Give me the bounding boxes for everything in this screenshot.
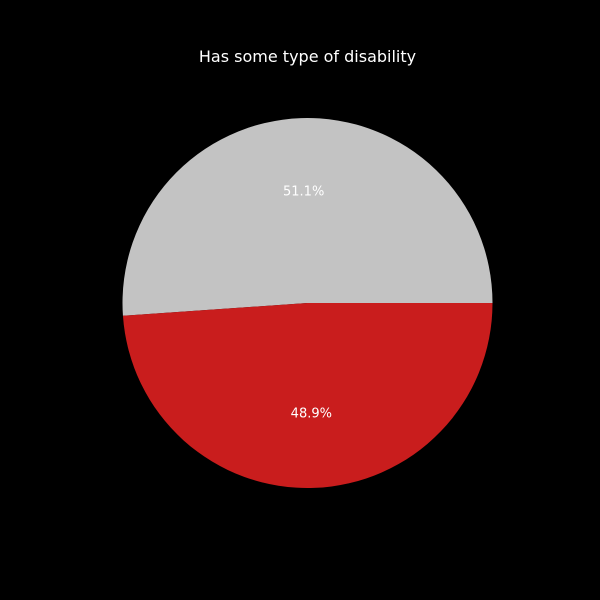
chart-title: Has some type of disability xyxy=(198,47,417,66)
pie-slice-1 xyxy=(122,118,493,316)
pie-slice-2 xyxy=(122,303,493,489)
pie-slice-label-1: 51.1% xyxy=(283,185,324,200)
pie-slice-label-2: 48.9% xyxy=(291,406,332,421)
